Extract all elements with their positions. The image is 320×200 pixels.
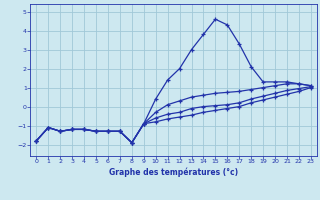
X-axis label: Graphe des températures (°c): Graphe des températures (°c): [109, 167, 238, 177]
